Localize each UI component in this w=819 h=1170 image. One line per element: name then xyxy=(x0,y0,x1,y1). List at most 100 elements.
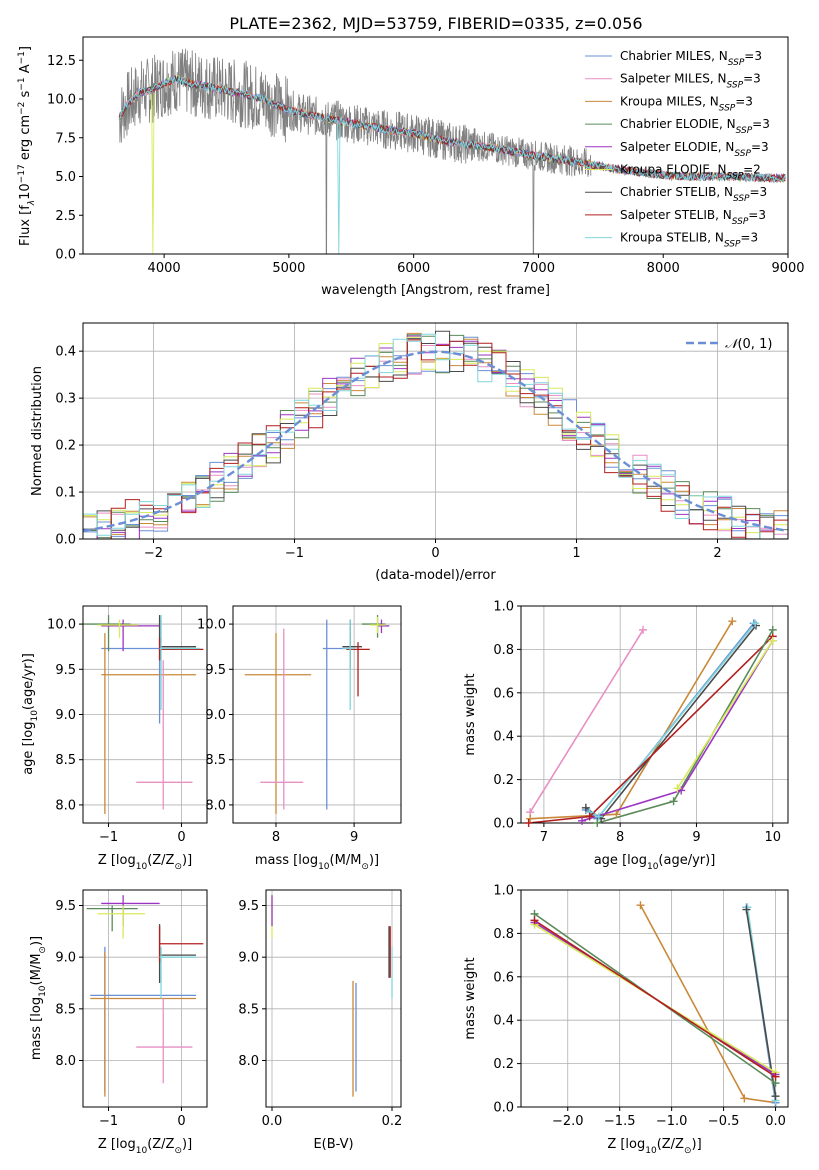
age-vs-Z-panel: −1 08.08.59.09.510.0Z [log10(Z/Z⊙)]age [l… xyxy=(21,605,208,872)
plot-area xyxy=(83,615,204,814)
x-tick-label: −1 xyxy=(99,1114,118,1129)
y-tick-label: 0.2 xyxy=(493,1057,514,1072)
label-part: , N xyxy=(711,49,728,63)
x-tick-label: 0.0 xyxy=(262,1114,283,1129)
label-part: SSP xyxy=(727,81,744,91)
data-point xyxy=(728,617,737,626)
x-tick-label: −1 xyxy=(285,546,304,561)
data-point xyxy=(578,816,587,825)
residuals-panel: −2 −1 0 1 2 0.0 0.1 0.2 0.3 0.4 𝒩(0, 1) (data-model… xyxy=(30,322,789,583)
x-tick-label: −1.0 xyxy=(656,1114,688,1129)
label-part: )] xyxy=(369,853,379,868)
label-part: , N xyxy=(715,208,732,222)
label-part: SSP xyxy=(728,58,745,68)
x-tick-label: 0 xyxy=(177,1114,185,1129)
histogram-series xyxy=(83,336,788,539)
label-part: SSP xyxy=(734,149,751,159)
y-axis-label: Normed distribution xyxy=(30,366,45,496)
series-line xyxy=(639,904,776,1104)
x-axis-label: age [log10(age/yr)] xyxy=(594,853,716,872)
legend-entry: Salpeter MILES, NSSP=3 xyxy=(620,72,761,91)
series-line xyxy=(676,640,774,789)
x-tick-label: 8000 xyxy=(647,261,680,276)
label-part: (M/M xyxy=(330,853,362,868)
label-part: Z [log xyxy=(607,1137,645,1152)
data-point xyxy=(740,1094,749,1103)
y-axis-label: age [log10(age/yr)] xyxy=(21,653,40,775)
data-point xyxy=(768,636,777,645)
label-part: , N xyxy=(716,185,733,199)
y-tick-label: 0.8 xyxy=(493,927,514,942)
label-part: ] xyxy=(18,46,33,51)
figure-title: PLATE=2362, MJD=53759, FIBERID=0335, z=0… xyxy=(229,14,642,33)
label-part: s xyxy=(18,90,33,101)
y-tick-label: 0.8 xyxy=(493,643,514,658)
x-axis-label: wavelength [Angstrom, rest frame] xyxy=(321,283,550,298)
legend-entry: Kroupa STELIB, NSSP=3 xyxy=(620,231,758,250)
data-point xyxy=(612,810,621,819)
spectrum-panel: 4000 5000 6000 7000 8000 9000 0.0 2.5 5.0 7.5 10.0… xyxy=(17,36,805,298)
label-part: Z [log xyxy=(98,1137,136,1152)
series-line xyxy=(530,620,733,820)
y-tick-label: 0.4 xyxy=(493,1014,514,1029)
label-part: mass [log xyxy=(255,853,318,868)
series-line xyxy=(597,629,774,823)
label-part: , N xyxy=(710,72,727,86)
label-part: −17 xyxy=(17,164,27,183)
label-part: , N xyxy=(718,140,735,154)
label-part: (Z/Z xyxy=(147,853,174,868)
y-tick-label: 8.5 xyxy=(55,1002,76,1017)
x-tick-label: 10 xyxy=(764,830,781,845)
series-line xyxy=(528,635,774,823)
x-axis-label: E(B-V) xyxy=(313,1137,353,1152)
label-part: )] xyxy=(182,1137,192,1152)
y-tick-label: 5.0 xyxy=(55,170,76,185)
y-tick-label: 8.5 xyxy=(55,753,76,768)
label-part: SSP xyxy=(724,240,741,250)
label-part: −2 xyxy=(17,102,27,115)
label-part: (age/yr)] xyxy=(658,853,715,868)
y-tick-label: 0.0 xyxy=(55,533,76,548)
data-point xyxy=(524,819,533,827)
label-part: 10 xyxy=(647,862,659,872)
plot-area xyxy=(83,330,788,539)
label-part: age [log xyxy=(594,853,647,868)
label-part: SSP xyxy=(736,126,753,136)
data-point xyxy=(581,803,590,812)
label-part: =3 xyxy=(752,117,770,131)
legend-entry: Chabrier MILES, NSSP=3 xyxy=(620,49,762,68)
y-axis-label: mass weight xyxy=(463,957,478,1039)
y-tick-label: 12.5 xyxy=(47,54,76,69)
y-axis-label: Flux [fλ10−17 erg cm−2 s−1 A−1] xyxy=(17,46,37,246)
label-part: Flux [f xyxy=(18,205,33,246)
label-part: Chabrier STELIB xyxy=(620,185,716,199)
label-part: 10 xyxy=(136,1146,148,1156)
axes-frame xyxy=(82,36,789,255)
y-tick-label: 9.0 xyxy=(238,951,259,966)
label-part: 10 xyxy=(645,1146,657,1156)
label-part: =3 xyxy=(744,49,762,63)
data-point xyxy=(742,905,751,914)
y-tick-label: 0.0 xyxy=(55,248,76,263)
legend-entry: Chabrier ELODIE, NSSP=3 xyxy=(620,117,770,136)
label-part: mass [log xyxy=(29,997,44,1060)
label-part: SSP xyxy=(719,103,736,113)
plot-area xyxy=(271,895,393,1097)
data-point xyxy=(771,1072,780,1081)
y-tick-label: 1.0 xyxy=(493,884,514,899)
label-part: SSP xyxy=(727,172,744,182)
x-tick-label: −2.0 xyxy=(552,1114,584,1129)
data-point xyxy=(526,814,535,823)
x-tick-label: 1 xyxy=(572,546,580,561)
label-part: (Z/Z xyxy=(657,1137,684,1152)
data-point xyxy=(669,797,678,806)
label-part: =3 xyxy=(750,185,768,199)
label-part: Kroupa MILES xyxy=(620,94,702,108)
series-line xyxy=(529,629,644,813)
age-vs-mass-panel: 8 9 8.0 8.5 9.0 9.5 10.0 mass [log10(M/M⊙)] xyxy=(197,605,402,872)
y-tick-label: 10.0 xyxy=(47,93,76,108)
label-part: −1 xyxy=(17,77,27,90)
label-part: SSP xyxy=(733,194,750,204)
x-tick-label: 8 xyxy=(616,830,624,845)
